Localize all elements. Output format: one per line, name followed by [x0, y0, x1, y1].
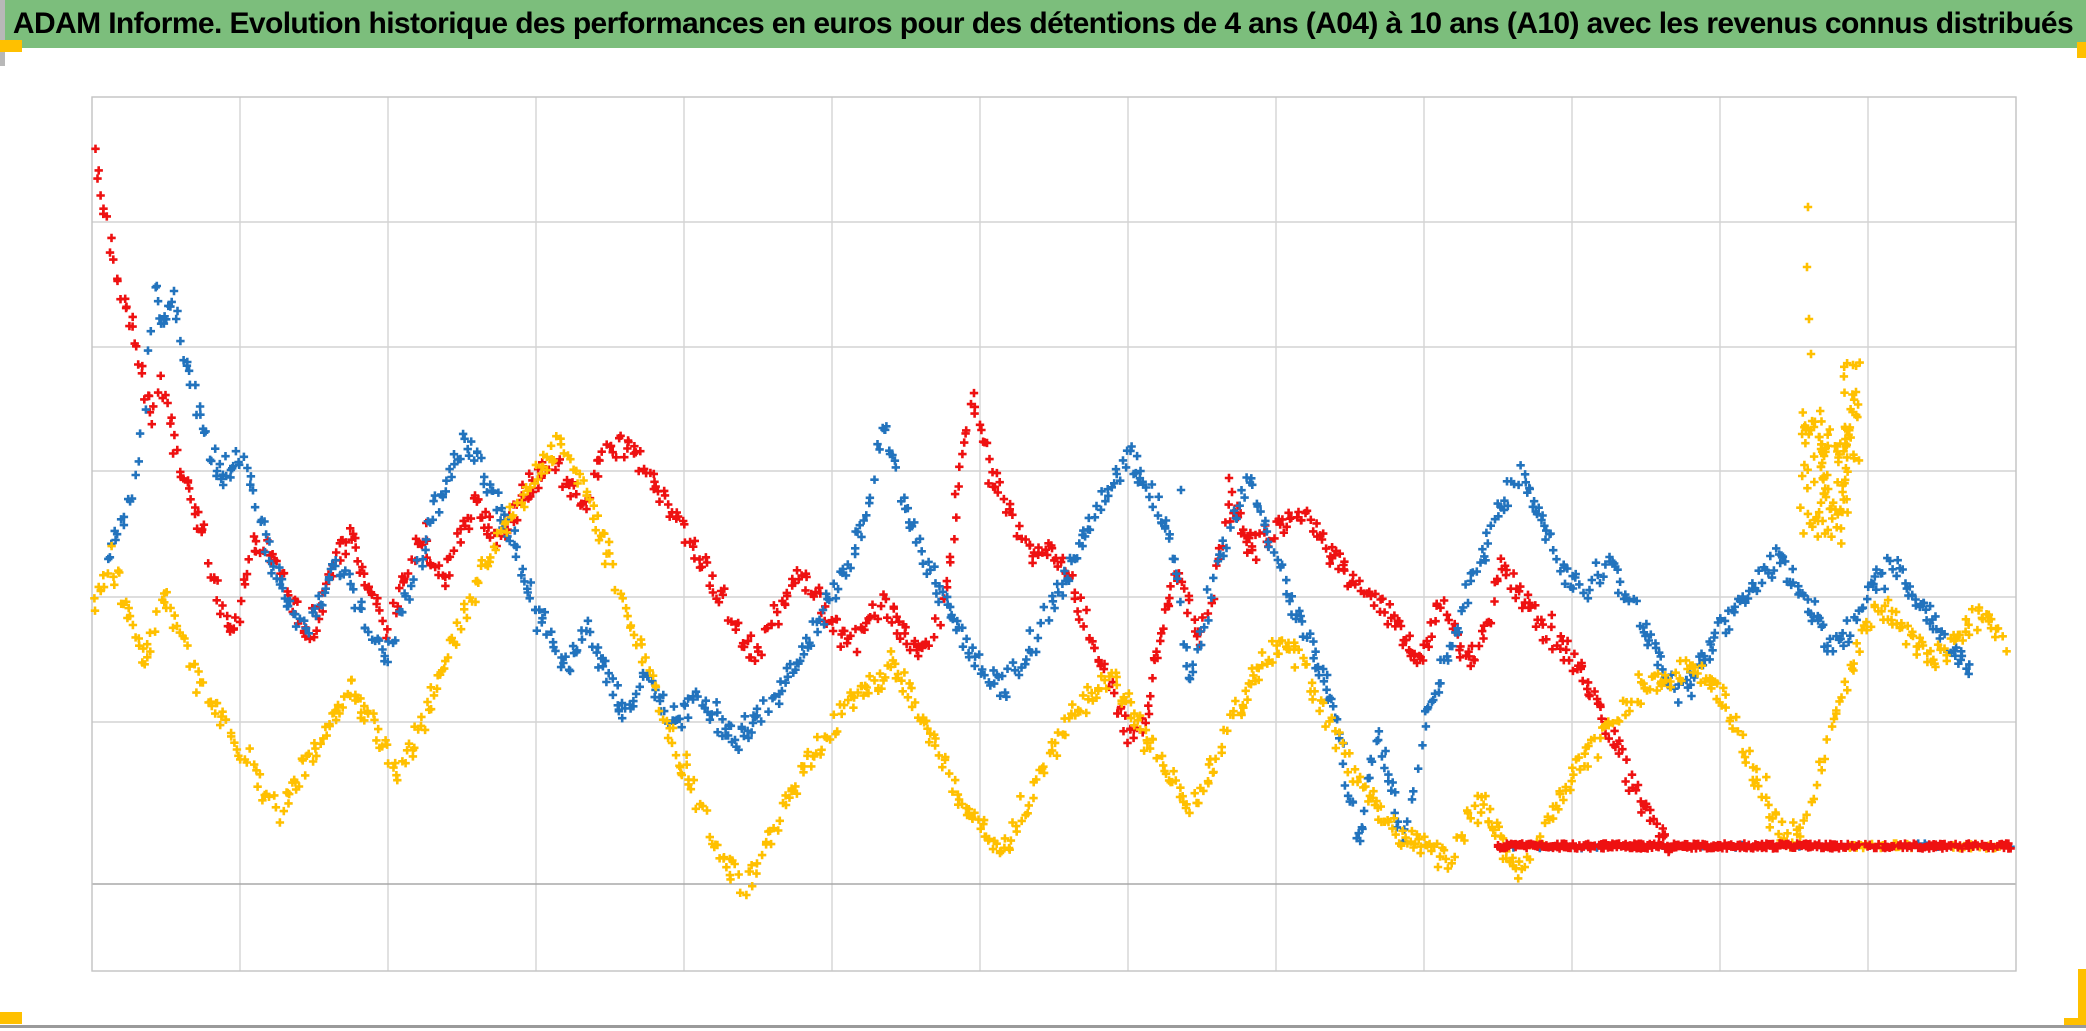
selection-corner-bottom-left: [0, 1012, 22, 1024]
chart-title: ADAM Informe. Evolution historique des p…: [12, 7, 2074, 40]
selection-corner-top-right: [2077, 42, 2086, 58]
selection-corner-bottom-right-v: [2078, 969, 2086, 1026]
selection-corner-bottom-right-h: [2064, 1018, 2086, 1026]
scatter-chart: [90, 96, 2017, 972]
flat-band-red: [1493, 839, 2015, 853]
series-red: [91, 144, 1677, 857]
bottom-divider: [0, 1025, 2086, 1028]
series-blue: [104, 281, 1974, 846]
series-gold: [90, 202, 2011, 900]
chart-title-bar: ADAM Informe. Evolution historique des p…: [0, 0, 2086, 48]
plot-border: [91, 96, 2017, 972]
selection-corner-top-left: [0, 40, 22, 52]
gridlines: [92, 97, 2016, 971]
left-edge-sliver: [0, 0, 5, 66]
